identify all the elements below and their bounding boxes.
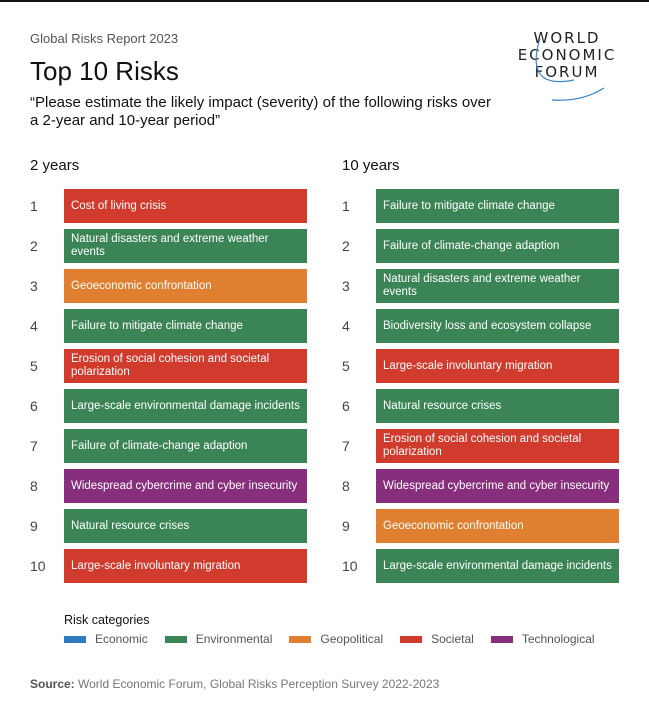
risk-label: Erosion of social cohesion and societal … bbox=[376, 429, 619, 463]
risk-rank: 2 bbox=[342, 238, 350, 254]
legend-swatch bbox=[164, 635, 187, 643]
risk-label: Failure to mitigate climate change bbox=[64, 309, 307, 343]
risk-rank: 4 bbox=[342, 318, 350, 334]
source-label: Source: bbox=[30, 677, 75, 691]
report-name: Global Risks Report 2023 bbox=[30, 31, 179, 46]
legend-label: Environmental bbox=[195, 632, 273, 646]
legend-swatch bbox=[490, 635, 513, 643]
source-note: Source: World Economic Forum, Global Ris… bbox=[30, 677, 439, 691]
risk-rank: 10 bbox=[30, 558, 46, 574]
logo-arc-icon bbox=[535, 37, 605, 101]
legend-item: Environmental bbox=[164, 632, 273, 646]
page-subtitle: “Please estimate the likely impact (seve… bbox=[30, 94, 492, 129]
column-heading-2-years: 2 years bbox=[30, 157, 80, 174]
risk-label: Geoeconomic confrontation bbox=[64, 269, 307, 303]
risk-label: Widespread cybercrime and cyber insecuri… bbox=[376, 469, 619, 503]
risk-label: Natural disasters and extreme weather ev… bbox=[376, 269, 619, 303]
risk-rank: 1 bbox=[342, 198, 350, 214]
legend-swatch bbox=[64, 635, 86, 643]
risk-rank: 6 bbox=[30, 398, 38, 414]
logo-line: FORUM bbox=[534, 63, 600, 81]
risk-label: Large-scale involuntary migration bbox=[64, 549, 307, 583]
legend-swatch bbox=[400, 635, 423, 643]
risk-rank: 6 bbox=[342, 398, 350, 414]
source-text: World Economic Forum, Global Risks Perce… bbox=[74, 677, 440, 691]
logo-line: ECONOMIC bbox=[517, 46, 617, 64]
risk-rank: 8 bbox=[30, 478, 38, 494]
column-heading-10-years: 10 years bbox=[342, 157, 400, 174]
risk-rank: 1 bbox=[30, 198, 38, 214]
risk-rank: 3 bbox=[30, 278, 38, 294]
risk-label: Failure of climate-change adaption bbox=[376, 229, 619, 263]
risk-label: Cost of living crisis bbox=[64, 189, 307, 223]
risk-rank: 5 bbox=[30, 358, 38, 374]
risk-label: Failure to mitigate climate change bbox=[376, 189, 619, 223]
legend-swatch bbox=[289, 635, 312, 643]
legend-item: Societal bbox=[400, 632, 474, 646]
risk-rank: 7 bbox=[342, 438, 350, 454]
risk-rank: 9 bbox=[342, 518, 350, 534]
legend-item: Technological bbox=[490, 632, 595, 646]
risk-rank: 10 bbox=[342, 558, 358, 574]
risk-label: Large-scale involuntary migration bbox=[376, 349, 619, 383]
legend-item: Economic bbox=[64, 632, 148, 646]
legend-label: Geopolitical bbox=[320, 632, 384, 646]
legend-label: Economic bbox=[95, 632, 148, 646]
page-title: Top 10 Risks bbox=[30, 56, 179, 86]
risk-rank: 9 bbox=[30, 518, 38, 534]
risk-label: Failure of climate-change adaption bbox=[64, 429, 307, 463]
logo-line: WORLD bbox=[533, 29, 601, 47]
risk-rank: 5 bbox=[342, 358, 350, 374]
risk-rank: 4 bbox=[30, 318, 38, 334]
top-border bbox=[0, 0, 649, 2]
risk-rank: 2 bbox=[30, 238, 38, 254]
risk-rank: 7 bbox=[30, 438, 38, 454]
risk-label: Large-scale environmental damage inciden… bbox=[64, 389, 307, 423]
risk-label: Biodiversity loss and ecosystem collapse bbox=[376, 309, 619, 343]
legend-label: Societal bbox=[431, 632, 474, 646]
risk-label: Large-scale environmental damage inciden… bbox=[376, 549, 619, 583]
risk-label: Geoeconomic confrontation bbox=[376, 509, 619, 543]
legend-title: Risk categories bbox=[64, 613, 150, 627]
risk-label: Widespread cybercrime and cyber insecuri… bbox=[64, 469, 307, 503]
wef-logo: WORLD ECONOMIC FORUM bbox=[512, 29, 622, 101]
risk-label: Natural disasters and extreme weather ev… bbox=[64, 229, 307, 263]
legend-label: Technological bbox=[521, 632, 595, 646]
legend: Economic Environmental Geopolitical Societa… bbox=[64, 632, 612, 646]
risk-label: Erosion of social cohesion and societal … bbox=[64, 349, 307, 383]
risk-label: Natural resource crises bbox=[64, 509, 307, 543]
risk-rank: 8 bbox=[342, 478, 350, 494]
risk-rank: 3 bbox=[342, 278, 350, 294]
legend-item: Geopolitical bbox=[289, 632, 383, 646]
risk-label: Natural resource crises bbox=[376, 389, 619, 423]
